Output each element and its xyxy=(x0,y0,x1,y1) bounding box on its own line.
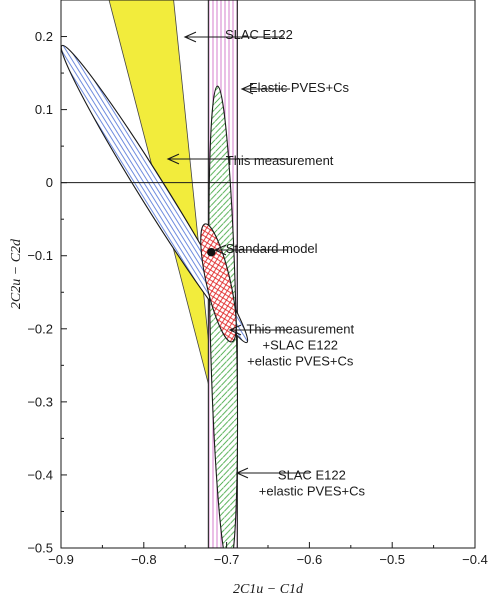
y-tick-label: 0 xyxy=(46,175,53,190)
arrow-this-measurement xyxy=(166,153,288,165)
arrow-slac-e122 xyxy=(183,31,284,43)
y-tick-label: −0.4 xyxy=(27,467,53,482)
x-tick-label: −0.7 xyxy=(214,552,240,567)
y-tick-label: −0.2 xyxy=(27,321,53,336)
x-tick-label: −0.5 xyxy=(379,552,405,567)
y-tick-label: −0.1 xyxy=(27,248,53,263)
x-tick-label: −0.8 xyxy=(131,552,157,567)
region-this-measurement xyxy=(61,44,249,344)
y-tick-label: −0.5 xyxy=(27,541,53,556)
annotation-slac-e122: SLAC E122 xyxy=(225,27,293,42)
annotation-this-measurement: This measurement xyxy=(226,153,334,168)
y-tick-label: 0.2 xyxy=(35,29,53,44)
y-tick-label: −0.3 xyxy=(27,394,53,409)
annotation-elastic-pves-cs: Elastic PVES+Cs xyxy=(249,80,350,95)
x-axis-title: 2C1u − C1d xyxy=(233,582,304,597)
y-tick-label: 0.1 xyxy=(35,102,53,117)
x-tick-label: −0.9 xyxy=(48,552,74,567)
y-axis-title: 2C2u − C2d xyxy=(9,238,24,309)
annotation-standard-model: Standard model xyxy=(226,241,318,256)
annotation-slac-e122-elastic-pves-cs: SLAC E122 +elastic PVES+Cs xyxy=(259,467,366,498)
x-tick-label: −0.4 xyxy=(462,552,488,567)
standard-model-point xyxy=(207,248,216,257)
arrow-slac-e122-pves-cs xyxy=(235,467,310,479)
x-tick-label: −0.6 xyxy=(297,552,323,567)
arrow-elastic-pves-cs xyxy=(240,83,290,95)
annotation-this-measurement-slac-e122-elastic-pves-cs: This measurement +SLAC E122 +elastic PVES+… xyxy=(246,321,354,368)
arrow-combined-all xyxy=(228,324,286,336)
arrow-standard-model xyxy=(213,244,287,256)
